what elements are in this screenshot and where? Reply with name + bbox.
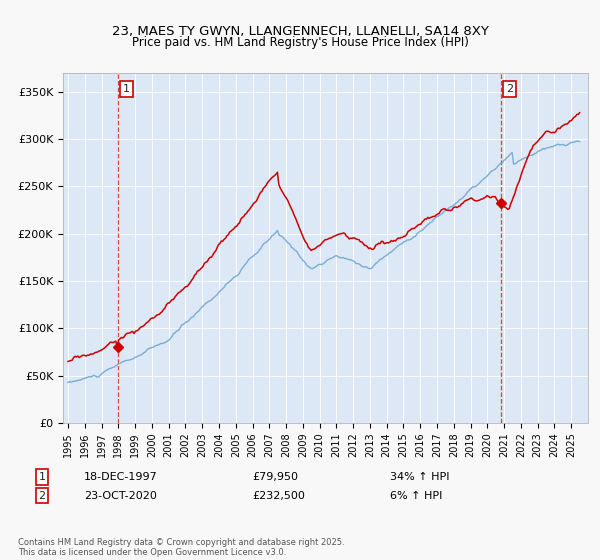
Text: 2: 2 — [506, 84, 513, 94]
Text: 23, MAES TY GWYN, LLANGENNECH, LLANELLI, SA14 8XY: 23, MAES TY GWYN, LLANGENNECH, LLANELLI,… — [112, 25, 488, 38]
Text: 6% ↑ HPI: 6% ↑ HPI — [390, 491, 442, 501]
Text: £79,950: £79,950 — [252, 472, 298, 482]
Text: 34% ↑ HPI: 34% ↑ HPI — [390, 472, 449, 482]
Text: 1: 1 — [123, 84, 130, 94]
Text: Contains HM Land Registry data © Crown copyright and database right 2025.
This d: Contains HM Land Registry data © Crown c… — [18, 538, 344, 557]
Text: 2: 2 — [38, 491, 46, 501]
Text: Price paid vs. HM Land Registry's House Price Index (HPI): Price paid vs. HM Land Registry's House … — [131, 36, 469, 49]
Text: £232,500: £232,500 — [252, 491, 305, 501]
Text: 1: 1 — [38, 472, 46, 482]
Text: 23-OCT-2020: 23-OCT-2020 — [84, 491, 157, 501]
Text: 18-DEC-1997: 18-DEC-1997 — [84, 472, 158, 482]
